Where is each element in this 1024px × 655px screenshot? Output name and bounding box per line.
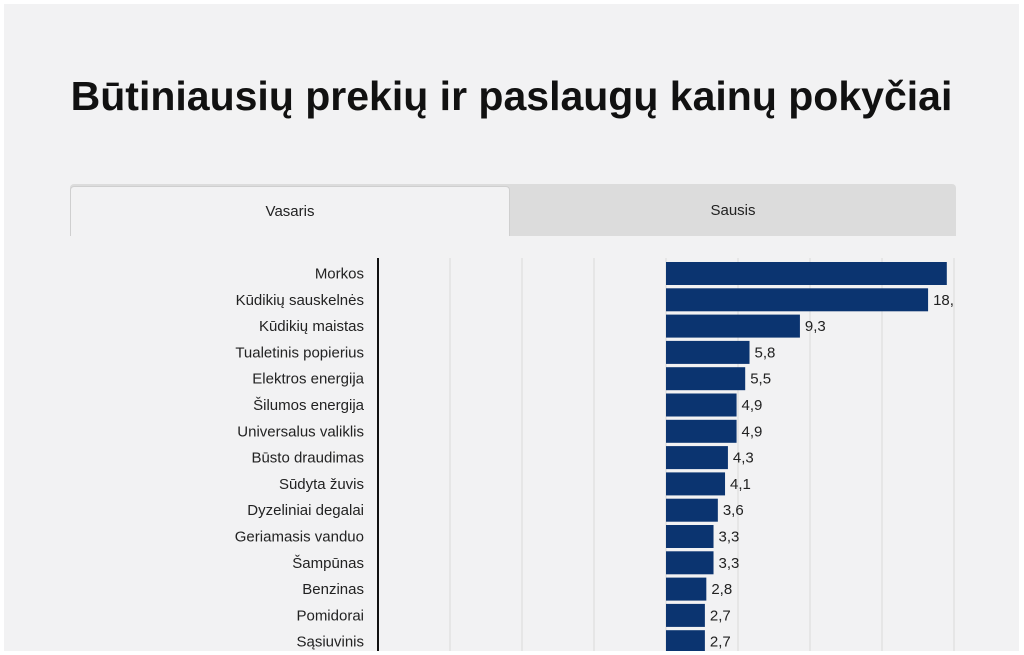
bar — [666, 551, 714, 575]
bar — [666, 393, 737, 417]
bar — [666, 498, 718, 522]
category-label: Šampūnas — [292, 555, 364, 572]
bar — [666, 262, 947, 285]
bar — [666, 340, 750, 364]
data-label: 4,1 — [730, 476, 751, 493]
bar — [666, 367, 746, 391]
bar — [666, 472, 726, 496]
category-label: Kūdikių maistas — [259, 318, 364, 335]
data-label: 5,8 — [755, 344, 776, 361]
tab-bar: Vasaris Sausis — [70, 184, 956, 236]
tab-sausis[interactable]: Sausis — [710, 201, 756, 219]
data-label: 5,5 — [750, 371, 771, 388]
data-label: 3,3 — [719, 555, 740, 572]
data-label: 2,7 — [710, 607, 731, 624]
data-label: 2,7 — [710, 634, 731, 651]
data-label: 3,6 — [723, 502, 744, 519]
bar — [666, 525, 714, 548]
data-label: 3,3 — [719, 529, 740, 546]
bar-chart: Morkos Kūdikių sauskelnės 18, Kūdikių maist… — [235, 258, 955, 651]
bar — [666, 577, 707, 601]
chart-title: Būtiniausių prekių ir paslaugų kainų pok… — [70, 73, 953, 119]
bar — [666, 288, 929, 312]
tab-vasaris[interactable]: Vasaris — [70, 186, 510, 236]
category-label: Universalus valiklis — [237, 423, 364, 440]
category-label: Morkos — [315, 266, 364, 283]
data-label: 18, — [933, 292, 954, 309]
data-label: 4,9 — [742, 397, 763, 414]
category-label: Būsto draudimas — [251, 450, 364, 467]
bar — [666, 446, 728, 470]
data-label: 9,3 — [805, 318, 826, 335]
category-label: Geriamasis vanduo — [235, 529, 364, 546]
category-label: Kūdikių sauskelnės — [236, 292, 364, 309]
category-label: Benzinas — [302, 581, 364, 598]
data-label: 4,9 — [742, 423, 763, 440]
category-label: Sūdyta žuvis — [279, 476, 364, 493]
category-label: Elektros energija — [252, 371, 364, 388]
bar — [666, 419, 737, 443]
data-label: 4,3 — [733, 450, 754, 467]
category-label: Šilumos energija — [253, 397, 365, 414]
category-label: Tualetinis popierius — [235, 344, 364, 361]
category-label: Sąsiuvinis — [296, 634, 364, 651]
data-label: 2,8 — [711, 581, 732, 598]
category-label: Pomidorai — [296, 607, 364, 624]
bar — [666, 630, 705, 651]
bar — [666, 314, 800, 338]
chart-panel: Būtiniausių prekių ir paslaugų kainų pok… — [4, 4, 1019, 651]
bar — [666, 603, 705, 627]
category-label: Dyzeliniai degalai — [247, 502, 364, 519]
